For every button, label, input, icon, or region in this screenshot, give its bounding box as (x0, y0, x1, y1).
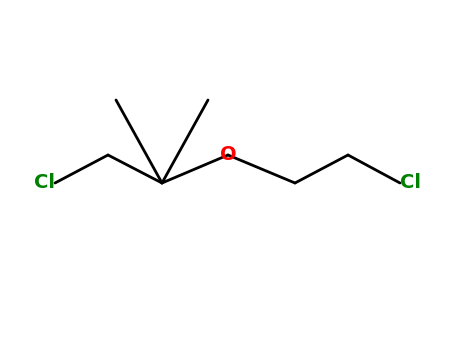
Text: Cl: Cl (400, 174, 421, 192)
Text: O: O (220, 146, 236, 164)
Text: Cl: Cl (34, 174, 55, 192)
